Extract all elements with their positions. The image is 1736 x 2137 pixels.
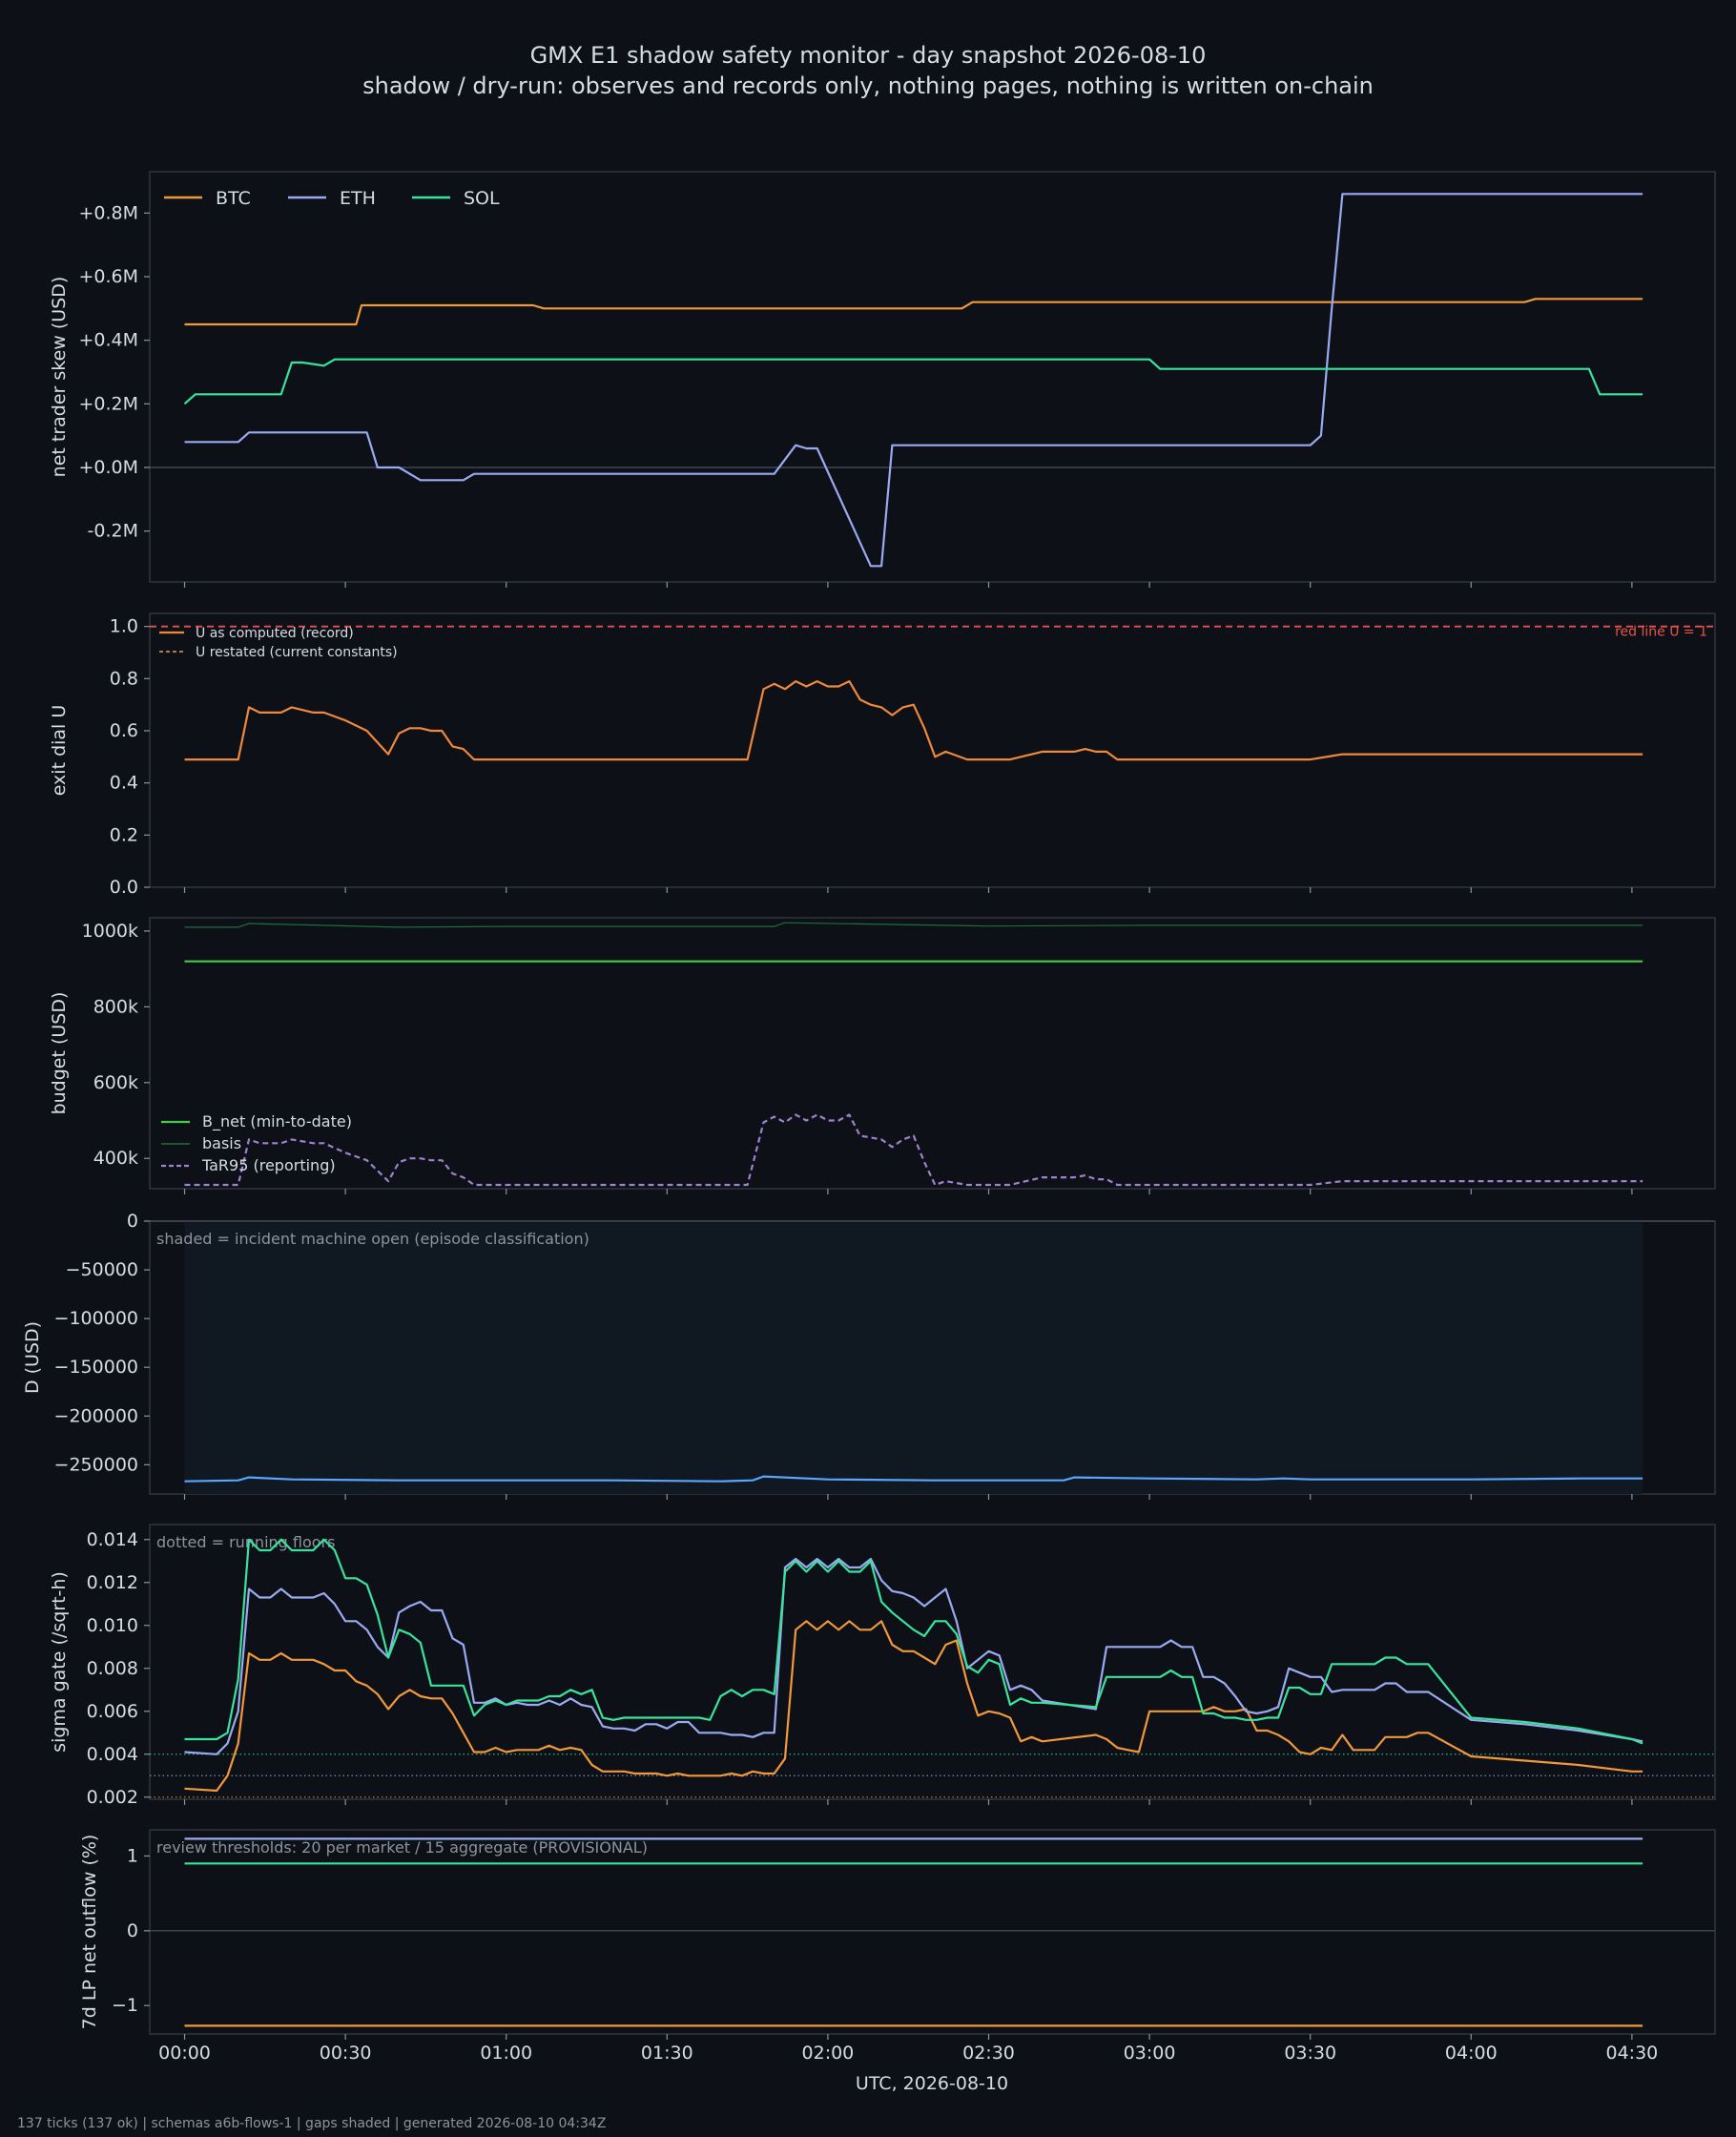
series-line-eth <box>184 193 1643 568</box>
y-tick-label: 0.002 <box>87 1787 138 1808</box>
panel-6: review thresholds: 20 per market / 15 ag… <box>79 1829 1716 2040</box>
legend-label: BTC <box>216 188 251 209</box>
y-tick-label: −100000 <box>54 1308 138 1329</box>
y-tick-label: 400k <box>93 1148 138 1169</box>
y-axis-label: net trader skew (USD) <box>49 277 70 478</box>
panel-annotation: review thresholds: 20 per market / 15 ag… <box>156 1838 648 1857</box>
x-tick-label: 00:00 <box>158 2043 211 2064</box>
series-line-basis <box>184 922 1643 928</box>
y-tick-label: +0.8M <box>78 202 138 223</box>
y-tick-label: 1.0 <box>110 616 138 637</box>
x-axis-label: UTC, 2026-08-10 <box>856 2073 1008 2094</box>
series-line-sol <box>184 1538 1643 1745</box>
red-line-label: red line U = 1 <box>1615 625 1707 640</box>
legend-label: U as computed (record) <box>196 626 354 641</box>
y-tick-label: 0.8 <box>110 668 138 689</box>
y-tick-label: 0 <box>127 1920 138 1941</box>
y-tick-label: +0.6M <box>78 266 138 287</box>
panel-4: shaded = incident machine open (episode … <box>22 1211 1716 1500</box>
series-line-d <box>184 1475 1643 1483</box>
x-tick-label: 04:00 <box>1445 2043 1498 2064</box>
y-tick-label: 0.0 <box>110 877 138 898</box>
x-tick-label: 03:30 <box>1284 2043 1336 2064</box>
y-tick-label: 0.006 <box>87 1701 138 1722</box>
incident-shading <box>184 1221 1643 1494</box>
y-tick-label: −1 <box>112 1995 138 2016</box>
panel-3: 400k 600k 800k 1000k budget (USD) B_net (min-… <box>49 917 1716 1194</box>
panel-annotation: shaded = incident machine open (episode … <box>156 1230 589 1248</box>
y-tick-label: 600k <box>93 1072 138 1093</box>
legend-label: ETH <box>340 188 376 209</box>
series-line-sol <box>183 358 1643 405</box>
legend-label: SOL <box>464 188 500 209</box>
y-tick-label: 0 <box>127 1211 138 1232</box>
series-line-btc <box>184 298 1643 326</box>
legend-label: basis <box>202 1134 241 1152</box>
figure-subtitle: shadow / dry-run: observes and records o… <box>362 73 1374 99</box>
y-tick-label: +0.2M <box>78 393 138 414</box>
footer-status: 137 ticks (137 ok) | schemas a6b-flows-1… <box>17 2116 606 2131</box>
panel-annotation: dotted = running floors <box>156 1533 335 1551</box>
x-tick-label: 01:30 <box>641 2043 693 2064</box>
y-tick-label: −150000 <box>54 1357 138 1378</box>
y-tick-label: +0.4M <box>78 330 138 351</box>
axes-frame <box>149 1829 1716 2035</box>
x-tick-label: 04:30 <box>1606 2043 1659 2064</box>
y-axis-label: D (USD) <box>22 1321 43 1394</box>
y-tick-label: −250000 <box>54 1454 138 1475</box>
y-tick-label: -0.2M <box>88 521 138 542</box>
y-tick-label: 800k <box>93 996 138 1017</box>
panels: -0.2M +0.0M +0.2M +0.4M +0.6M +0.8M net trader… <box>22 171 1716 2064</box>
y-tick-label: +0.0M <box>78 457 138 478</box>
y-tick-label: 0.008 <box>87 1658 138 1679</box>
y-axis-label: 7d LP net outflow (%) <box>79 1835 100 2030</box>
y-tick-label: 0.014 <box>87 1529 138 1550</box>
y-tick-label: 0.2 <box>110 824 138 845</box>
axes-frame <box>149 171 1716 583</box>
y-tick-label: 1 <box>127 1845 138 1866</box>
series-line-btc <box>184 1620 1643 1793</box>
panel-2: red line U = 1 0.0 0.2 0.4 0.6 0.8 1.0 exit dia… <box>49 612 1716 898</box>
x-tick-label: 00:30 <box>320 2043 372 2064</box>
legend-label: U restated (current constants) <box>196 645 398 660</box>
y-tick-label: −50000 <box>66 1259 138 1280</box>
x-tick-label: 03:00 <box>1124 2043 1176 2064</box>
legend-label: TaR95 (reporting) <box>201 1156 336 1174</box>
axes-frame <box>149 917 1716 1190</box>
y-tick-label: 0.6 <box>110 720 138 741</box>
panel-1: -0.2M +0.0M +0.2M +0.4M +0.6M +0.8M net trader… <box>49 171 1716 588</box>
y-tick-label: 0.4 <box>110 773 138 794</box>
y-axis-label: exit dial U <box>49 705 70 797</box>
x-tick-label: 02:30 <box>962 2043 1015 2064</box>
y-tick-label: 0.004 <box>87 1744 138 1765</box>
y-tick-label: 1000k <box>82 921 138 942</box>
x-tick-label: 02:00 <box>802 2043 855 2064</box>
y-tick-label: −200000 <box>54 1405 138 1426</box>
series-line-eth <box>184 1557 1643 1755</box>
x-tick-label: 01:00 <box>480 2043 532 2064</box>
series-line-tar95-reporting <box>184 1113 1643 1187</box>
series-line-u-as-computed-record <box>184 679 1643 761</box>
y-axis-label: budget (USD) <box>49 992 70 1115</box>
y-tick-label: 0.012 <box>87 1572 138 1593</box>
legend-label: B_net (min-to-date) <box>202 1112 352 1131</box>
panel-5: dotted = running floors 0.002 0.004 0.006 0.… <box>49 1524 1716 1808</box>
figure-title: GMX E1 shadow safety monitor - day snaps… <box>530 42 1207 69</box>
y-axis-label: sigma gate (/sqrt-h) <box>49 1571 70 1753</box>
y-tick-label: 0.010 <box>87 1615 138 1636</box>
